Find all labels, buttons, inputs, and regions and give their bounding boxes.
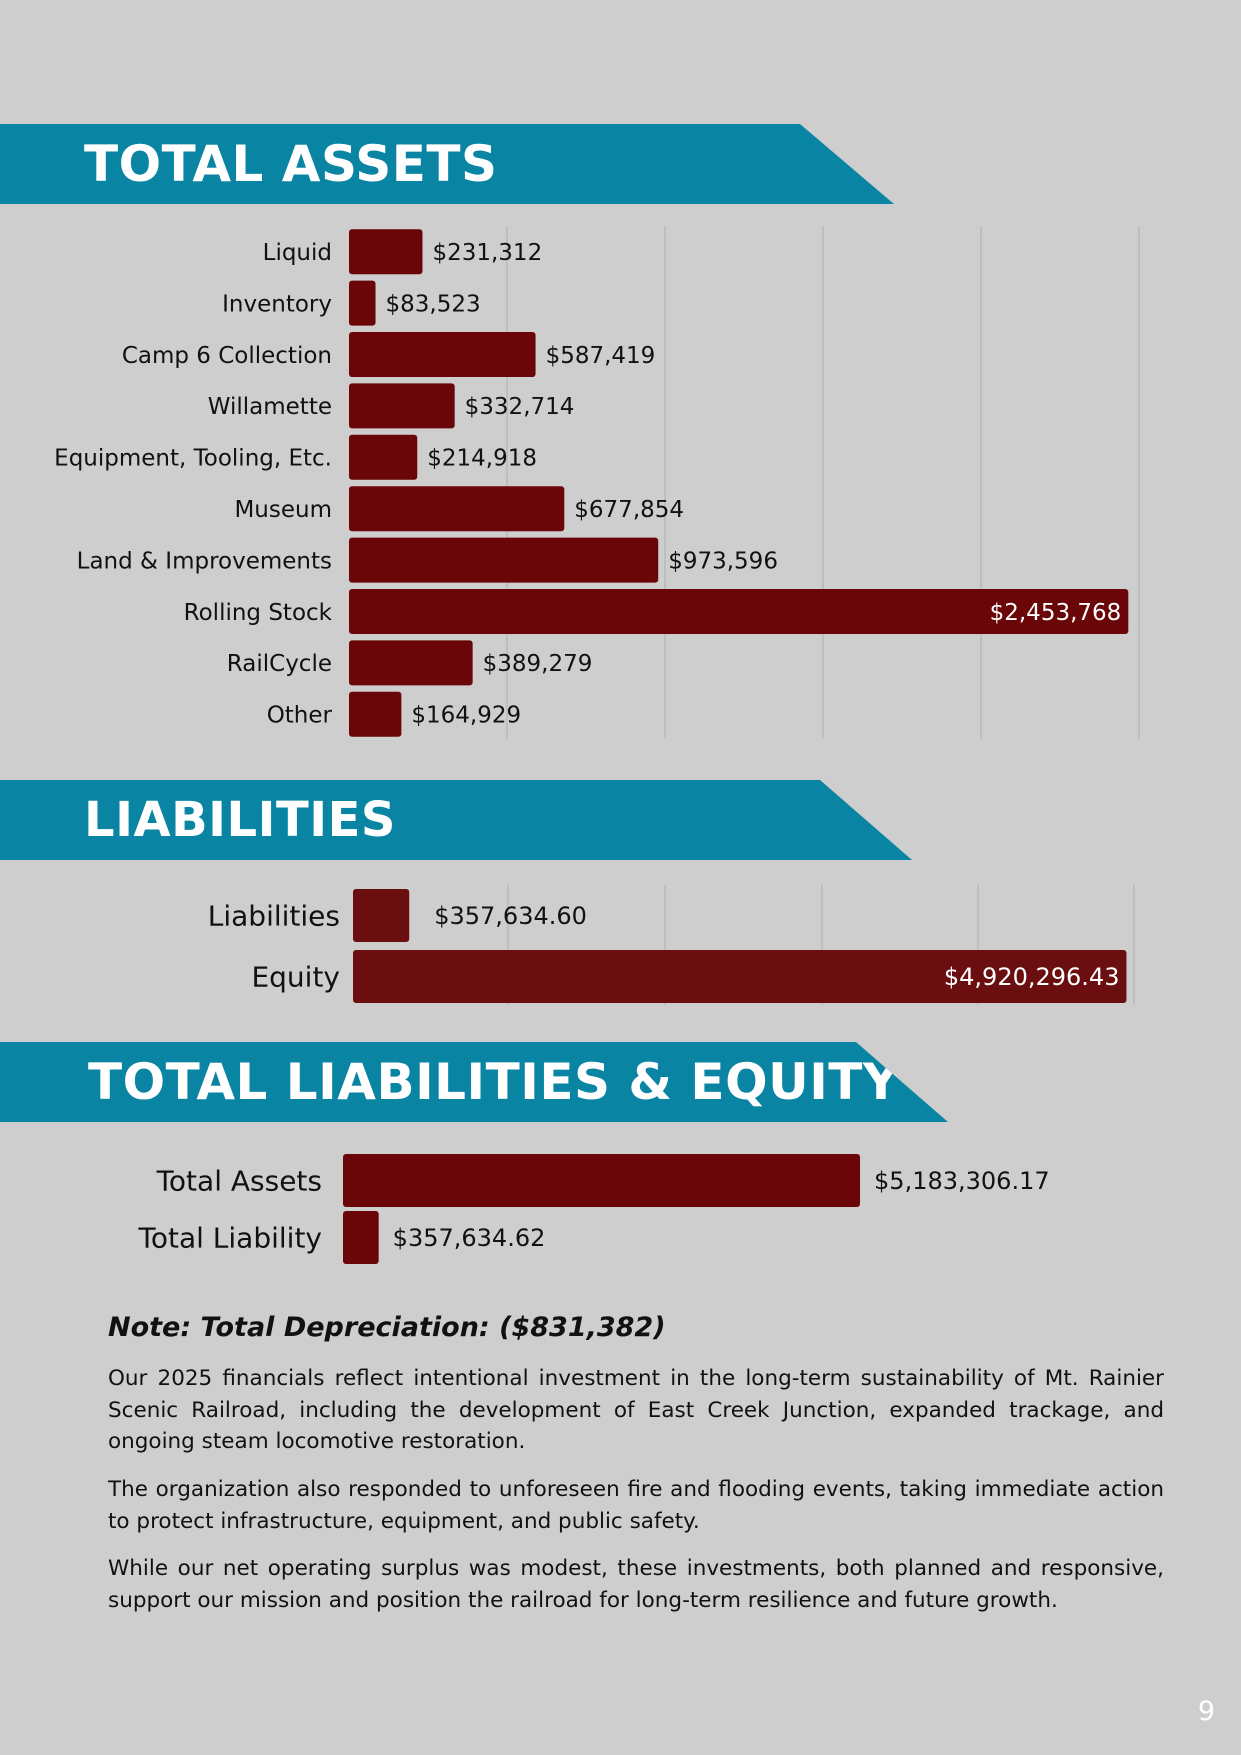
data-label-equipment-tooling-etc: $214,918 <box>427 446 537 472</box>
data-label-equity: $4,920,296.43 <box>944 963 1120 991</box>
paragraph-fire-flooding: The organization also responded to unfor… <box>108 1477 1164 1534</box>
bar-total-assets <box>343 1154 861 1207</box>
category-label-inventory: Inventory <box>222 291 332 317</box>
depreciation-note: Note: Total Depreciation: ($831,382) <box>108 1312 666 1343</box>
paragraph-surplus: While our net operating surplus was mode… <box>108 1556 1164 1613</box>
total-assets-chart: Liquid $231,312 Inventory $83,523 Camp 6 Col… <box>54 226 1140 739</box>
data-label-land-improvements: $973,596 <box>668 548 778 574</box>
category-label-other: Other <box>267 703 333 729</box>
data-label-rolling-stock: $2,453,768 <box>990 600 1122 626</box>
category-label-equity: Equity <box>251 961 340 994</box>
liabilities-chart: Liabilities $357,634.60 Equity $4,920,296.4… <box>208 885 1135 1005</box>
category-label-land-improvements: Land & Improvements <box>77 548 332 574</box>
bar-camp-6-collection <box>349 332 536 377</box>
bar-other <box>349 691 402 737</box>
paragraph-investment: Our 2025 financials reflect intentional … <box>108 1366 1164 1454</box>
page-number: 9 <box>1197 1696 1215 1727</box>
data-label-museum: $677,854 <box>574 497 684 523</box>
data-label-total-liability: $357,634.62 <box>393 1224 546 1252</box>
bar-inventory <box>349 280 376 326</box>
category-label-liabilities: Liabilities <box>208 900 340 933</box>
bar-railcycle <box>349 640 473 686</box>
data-label-railcycle: $389,279 <box>483 651 593 677</box>
bar-rolling-stock <box>349 589 1129 634</box>
data-label-camp-6-collection: $587,419 <box>546 343 656 369</box>
category-label-total-assets: Total Assets <box>156 1165 322 1198</box>
banner-total-liabilities-equity: TOTAL LIABILITIES & EQUITY <box>0 1042 948 1122</box>
section-title-total-assets: TOTAL ASSETS <box>84 135 498 193</box>
category-label-rolling-stock: Rolling Stock <box>184 600 333 626</box>
total-liabilities-equity-chart: Total Assets $5,183,306.17 Total Liability… <box>138 1154 1050 1264</box>
category-label-railcycle: RailCycle <box>227 651 332 677</box>
banner-liabilities: LIABILITIES <box>0 780 912 860</box>
category-label-camp-6-collection: Camp 6 Collection <box>122 343 332 369</box>
category-label-total-liability: Total Liability <box>138 1222 323 1255</box>
category-label-equipment-tooling-etc: Equipment, Tooling, Etc. <box>54 446 332 472</box>
data-label-liquid: $231,312 <box>432 240 542 266</box>
bar-liquid <box>349 229 423 275</box>
section-title-liabilities: LIABILITIES <box>84 792 396 848</box>
bar-equipment-tooling-etc <box>349 434 418 480</box>
bar-liabilities <box>353 889 410 942</box>
category-label-willamette: Willamette <box>208 394 332 420</box>
category-label-museum: Museum <box>234 497 332 523</box>
data-label-willamette: $332,714 <box>465 394 575 420</box>
data-label-inventory: $83,523 <box>386 291 481 317</box>
banner-total-assets: TOTAL ASSETS <box>0 124 894 204</box>
bar-land-improvements <box>349 537 659 583</box>
category-label-liquid: Liquid <box>263 240 332 266</box>
data-label-total-assets: $5,183,306.17 <box>874 1167 1050 1195</box>
data-label-liabilities: $357,634.60 <box>434 902 587 930</box>
bar-equity <box>353 950 1127 1003</box>
bar-willamette <box>349 383 455 429</box>
bar-total-liability <box>343 1211 379 1264</box>
bar-museum <box>349 486 565 532</box>
data-label-other: $164,929 <box>411 703 521 729</box>
section-title-total-liabilities-equity: TOTAL LIABILITIES & EQUITY <box>88 1053 900 1111</box>
